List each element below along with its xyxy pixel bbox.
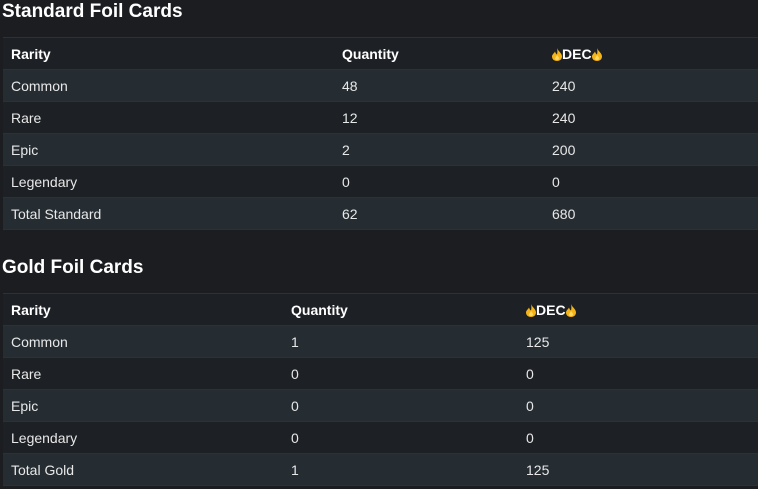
cell: Total Standard xyxy=(3,197,334,230)
header-cell: Quantity xyxy=(283,293,518,326)
row: Rare 12 240 xyxy=(3,101,758,134)
cell: 0 xyxy=(283,421,518,454)
cell: 12 xyxy=(334,101,544,134)
cell: 200 xyxy=(544,133,758,166)
cell: 680 xyxy=(544,197,758,230)
section: Standard Foil Cards Rarity Quantity DEC Comm… xyxy=(0,0,758,230)
cell: Total Gold xyxy=(3,453,283,486)
cell: 0 xyxy=(518,389,758,422)
header-row: Rarity Quantity DEC xyxy=(3,293,758,326)
header-cell: Quantity xyxy=(334,37,544,70)
row: Epic 0 0 xyxy=(3,389,758,422)
cell: 62 xyxy=(334,197,544,230)
table: Rarity Quantity DEC Common 1 125 Rare 0 0 Epic 0 0 L… xyxy=(3,293,758,486)
row: Common 48 240 xyxy=(3,69,758,102)
header-cell: Rarity xyxy=(3,293,283,326)
row: Total Gold 1 125 xyxy=(3,453,758,486)
section-title: Standard Foil Cards xyxy=(2,1,183,22)
cell: Rare xyxy=(3,101,334,134)
header-text: DEC xyxy=(562,45,592,62)
row: Legendary 0 0 xyxy=(3,165,758,198)
header-text: Quantity xyxy=(342,45,399,62)
cell: 1 xyxy=(283,325,518,358)
cell: Epic xyxy=(3,389,283,422)
cell: 125 xyxy=(518,325,758,358)
row: Legendary 0 0 xyxy=(3,421,758,454)
flame-icon xyxy=(591,47,602,61)
row: Rare 0 0 xyxy=(3,357,758,390)
cell: Common xyxy=(3,325,283,358)
header-text: Quantity xyxy=(291,301,348,318)
header-text: Rarity xyxy=(11,301,51,318)
table: Rarity Quantity DEC Common 48 240 Rare 12 240 Epi… xyxy=(3,37,758,230)
cell: 48 xyxy=(334,69,544,102)
flame-icon xyxy=(526,303,536,317)
cell: 0 xyxy=(518,421,758,454)
cell: 2 xyxy=(334,133,544,166)
header-cell: Rarity xyxy=(3,37,334,70)
header-cell: DEC xyxy=(518,293,758,326)
cell: Epic xyxy=(3,133,334,166)
cell: Rare xyxy=(3,357,283,390)
cell: Common xyxy=(3,69,334,102)
header-cell: DEC xyxy=(544,37,758,70)
row: Total Standard 62 680 xyxy=(3,197,758,230)
flame-icon xyxy=(565,303,576,317)
cell: 125 xyxy=(518,453,758,486)
cell: 0 xyxy=(544,165,758,198)
header-row: Rarity Quantity DEC xyxy=(3,37,758,70)
cell: 0 xyxy=(283,357,518,390)
header-text: Rarity xyxy=(11,45,51,62)
cell: 240 xyxy=(544,69,758,102)
header-text: DEC xyxy=(536,301,566,318)
cell: 0 xyxy=(334,165,544,198)
section: Gold Foil Cards Rarity Quantity DEC Common 1 1… xyxy=(0,256,758,486)
row: Common 1 125 xyxy=(3,325,758,358)
cell: 240 xyxy=(544,101,758,134)
cell: 1 xyxy=(283,453,518,486)
cell: 0 xyxy=(283,389,518,422)
cell: Legendary xyxy=(3,421,283,454)
cell: Legendary xyxy=(3,165,334,198)
row: Epic 2 200 xyxy=(3,133,758,166)
section-title: Gold Foil Cards xyxy=(2,257,144,278)
cell: 0 xyxy=(518,357,758,390)
flame-icon xyxy=(552,47,562,61)
